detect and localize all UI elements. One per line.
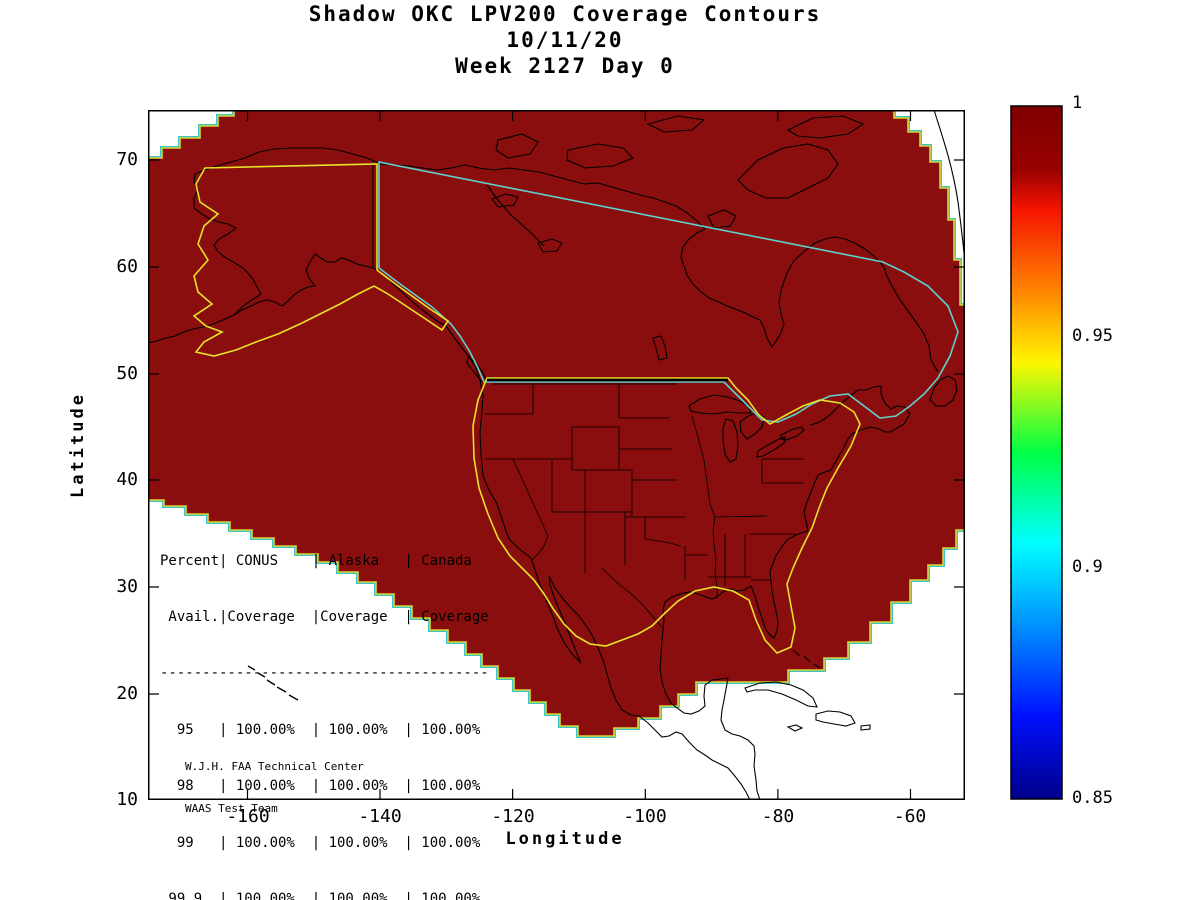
availability-table: Percent| CONUS | Alaska | Canada Avail.|… (160, 514, 489, 900)
y-tick-label: 60 (116, 256, 138, 277)
table-row: 98 | 100.00% | 100.00% | 100.00% (160, 778, 481, 795)
x-axis-label: Longitude (505, 829, 625, 849)
plot-week-day: Week 2127 Day 0 (455, 54, 675, 78)
table-row: 99.9 | 100.00% | 100.00% | 100.00% (160, 890, 481, 900)
table-header-row: Avail.|Coverage |Coverage | Coverage (160, 608, 489, 625)
x-tick-label: -140 (358, 806, 402, 827)
great-lakes-path (688, 394, 805, 463)
x-tick-label: -60 (893, 806, 927, 827)
colorbar-swatch (1010, 105, 1063, 800)
table-header-row: Percent| CONUS | Alaska | Canada (160, 552, 472, 569)
x-tick-label: -80 (761, 806, 795, 827)
credit-line: W.J.H. FAA Technical Center (185, 760, 364, 773)
table-separator: --------------------------------------- (160, 665, 489, 682)
x-tick-label: -120 (491, 806, 535, 827)
map-plot-area: Percent| CONUS | Alaska | Canada Avail.|… (148, 110, 965, 900)
colorbar (1010, 105, 1063, 800)
interior-lakes-path (491, 193, 668, 361)
caribbean-islands-path (744, 649, 871, 732)
credit-line: WAAS Test Team (185, 802, 278, 815)
y-tick-label: 10 (116, 789, 138, 810)
canada-contour-cyan (378, 161, 959, 423)
plot-border (148, 110, 965, 800)
conus-contour-yellow (472, 377, 861, 654)
axis-ticks (148, 110, 965, 800)
colorbar-gradient (1010, 105, 1063, 800)
table-row: 99 | 100.00% | 100.00% | 100.00% (160, 834, 481, 851)
y-tick-label: 30 (116, 576, 138, 597)
coverage-map (148, 110, 965, 800)
state-borders-path (485, 383, 804, 631)
x-tick-label: -100 (623, 806, 667, 827)
arctic-islands-path (495, 115, 865, 229)
plot-date: 10/11/20 (506, 28, 624, 52)
table-row: 95 | 100.00% | 100.00% | 100.00% (160, 721, 481, 738)
y-tick-label: 70 (116, 149, 138, 170)
x-tick-label: -160 (226, 806, 270, 827)
y-tick-label: 20 (116, 683, 138, 704)
colorbar-tick-label: 0.85 (1072, 788, 1113, 808)
colorbar-tick-label: 0.9 (1072, 557, 1103, 577)
y-tick-label: 40 (116, 469, 138, 490)
credit-text: W.J.H. FAA Technical Center WAAS Test Te… (185, 732, 364, 844)
alaska-contour-yellow (192, 163, 450, 357)
y-tick-label: 50 (116, 363, 138, 384)
hawaii-islands-path (247, 665, 299, 701)
plot-title: Shadow OKC LPV200 Coverage Contours (308, 2, 822, 26)
colorbar-tick-label: 0.95 (1072, 326, 1113, 346)
colorbar-tick-label: 1 (1072, 93, 1083, 113)
